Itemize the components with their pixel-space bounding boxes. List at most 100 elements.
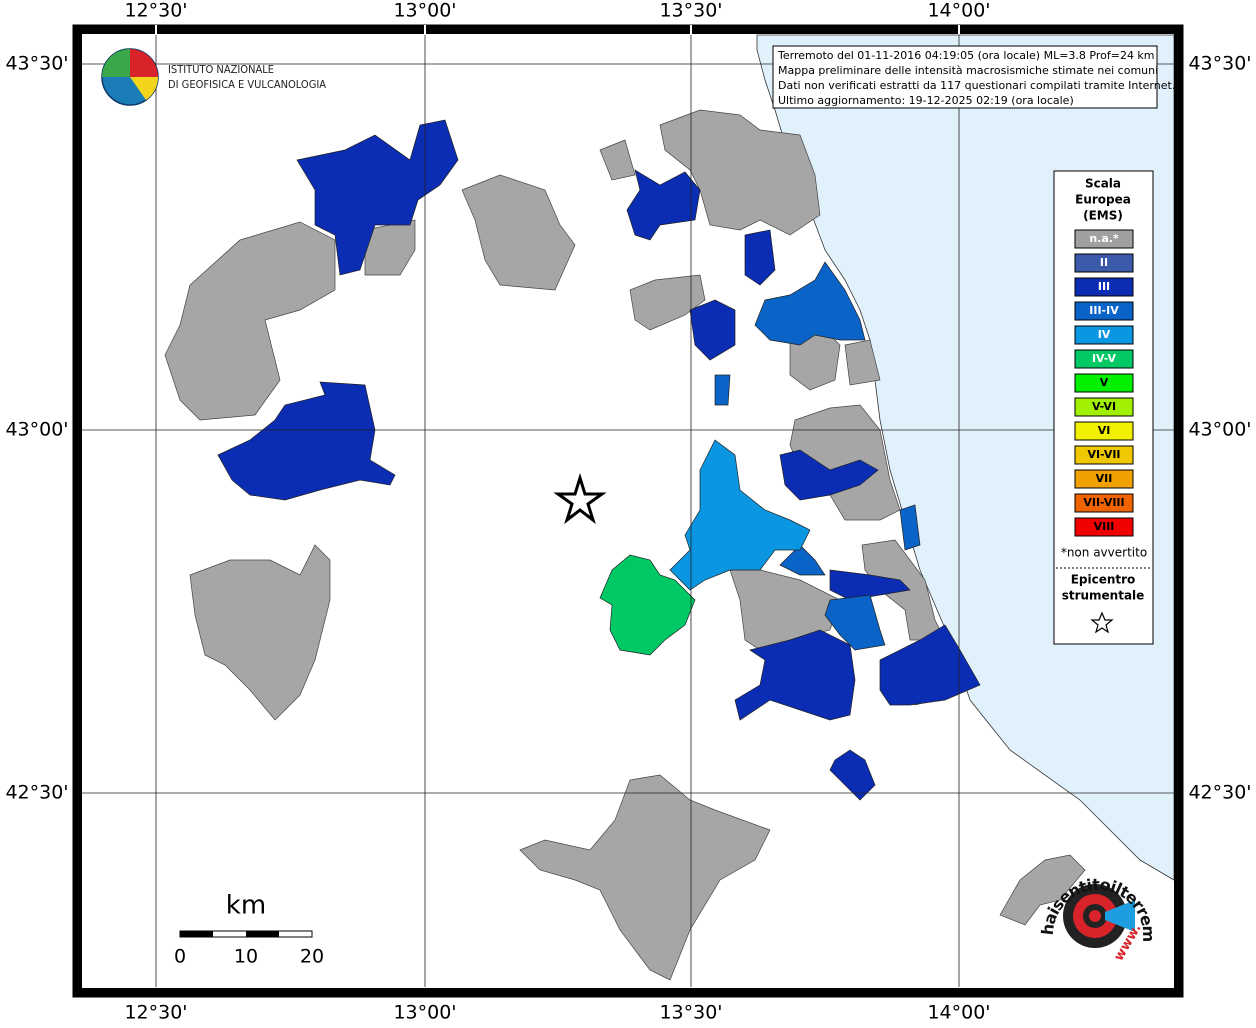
municipality [669, 439, 811, 591]
epicenter-star [553, 472, 607, 525]
municipality [999, 854, 1086, 926]
logo-segment [130, 49, 158, 77]
municipality [829, 749, 876, 801]
municipality [829, 569, 911, 601]
municipality [754, 261, 866, 346]
lon-label: 13°00' [393, 0, 456, 22]
info-box-frame [772, 45, 1158, 109]
legend-label: V [1100, 376, 1109, 389]
legend-star [1090, 611, 1114, 634]
legend-label: VII-VIII [1083, 496, 1124, 509]
municipality [599, 139, 636, 181]
ingv-logo: ISTITUTO NAZIONALE DI GEOFISICA E VULCAN… [101, 48, 326, 106]
lon-label: 14°00' [927, 0, 990, 22]
municipality [629, 274, 706, 331]
frame-band [73, 25, 1183, 34]
municipality [164, 221, 336, 421]
lat-label: 42°30' [5, 782, 68, 804]
municipality [714, 374, 731, 406]
municipality [659, 109, 821, 236]
lat-label: 42°30' [1188, 782, 1251, 804]
logo-text: DI GEOFISICA E VULCANOLOGIA [168, 78, 326, 91]
scale-bar-segment [246, 931, 279, 937]
municipality [599, 554, 696, 656]
graticule [82, 35, 1174, 987]
scale-unit: km [226, 891, 266, 921]
lon-label: 13°00' [393, 1002, 456, 1024]
legend-note: *non avvertito [1061, 546, 1147, 560]
legend-label: III [1098, 280, 1110, 293]
lat-label: 43°30' [5, 53, 68, 75]
info-line: Terremoto del 01-11-2016 04:19:05 (ora l… [777, 49, 1155, 62]
lon-label: 13°30' [659, 1002, 722, 1024]
municipality [779, 449, 879, 501]
legend-label: VII [1096, 472, 1113, 485]
legend-label: VIII [1094, 520, 1115, 533]
legend-label: II [1100, 256, 1108, 269]
info-line: Ultimo aggiornamento: 19-12-2025 02:19 (… [778, 94, 1074, 107]
legend-title: Scala [1085, 177, 1121, 191]
municipality [519, 774, 771, 981]
legend-swatch [1074, 469, 1134, 489]
lon-label: 14°00' [927, 1002, 990, 1024]
legend-swatch [1074, 277, 1134, 297]
legend-label: VI-VII [1087, 448, 1120, 461]
logo-segment [130, 77, 158, 100]
legend-swatch [1074, 229, 1134, 249]
scale-label: 10 [234, 946, 258, 968]
info-line: Dati non verificati estratti da 117 ques… [778, 79, 1175, 92]
frame-band [73, 988, 1183, 997]
legend-swatch [1074, 373, 1134, 393]
legend-swatch [1074, 445, 1134, 465]
site-logo-beam [1105, 900, 1135, 932]
municipality [734, 629, 856, 721]
municipality [189, 544, 331, 721]
logo-segment [102, 49, 130, 77]
municipality [879, 624, 981, 706]
lon-label: 12°30' [124, 0, 187, 22]
legend: Scala Europea (EMS) *non avvertito Epice… [1053, 170, 1154, 645]
municipality [217, 381, 396, 501]
lon-label: 13°30' [659, 0, 722, 22]
legend-swatch [1074, 493, 1134, 513]
scale-label: 0 [174, 946, 186, 968]
legend-label: V-VI [1092, 400, 1116, 413]
scale-bar-segment [180, 931, 213, 937]
legend-label: IV [1098, 328, 1111, 341]
legend-swatch [1074, 397, 1134, 417]
lat-label: 43°00' [5, 419, 68, 441]
legend-swatch [1074, 301, 1134, 321]
legend-swatch [1074, 517, 1134, 537]
site-logo-ring [1089, 910, 1101, 922]
legend-swatch [1074, 325, 1134, 345]
legend-label: III-IV [1089, 304, 1119, 317]
municipality [296, 119, 459, 276]
legend-swatch [1074, 253, 1134, 273]
municipality [626, 169, 701, 241]
frame-band [1174, 25, 1183, 997]
legend-title: (EMS) [1083, 209, 1123, 223]
legend-title: Europea [1075, 193, 1131, 207]
lat-label: 43°30' [1188, 53, 1251, 75]
legend-swatch [1074, 421, 1134, 441]
municipality [689, 299, 736, 361]
info-line: Mappa preliminare delle intensità macros… [778, 64, 1158, 77]
frame [72, 24, 1184, 998]
municipality [461, 174, 576, 291]
coordinate-labels: 12°30' 13°00' 13°30' 14°00' 12°30' 13°00' 13°3… [5, 0, 1251, 1024]
scale-label: 20 [300, 946, 324, 968]
legend-label: n.a.* [1089, 232, 1119, 245]
lon-label: 12°30' [124, 1002, 187, 1024]
municipality [744, 229, 776, 286]
legend-label: VI [1098, 424, 1111, 437]
municipality [824, 594, 886, 651]
legend-epicenter: Epicentro [1071, 573, 1136, 587]
legend-epicenter: strumentale [1062, 589, 1145, 603]
frame-band [73, 25, 82, 997]
logo-text: ISTITUTO NAZIONALE [168, 63, 274, 76]
lat-label: 43°00' [1188, 419, 1251, 441]
legend-swatch [1074, 349, 1134, 369]
municipality [844, 339, 881, 386]
municipality [899, 504, 921, 551]
